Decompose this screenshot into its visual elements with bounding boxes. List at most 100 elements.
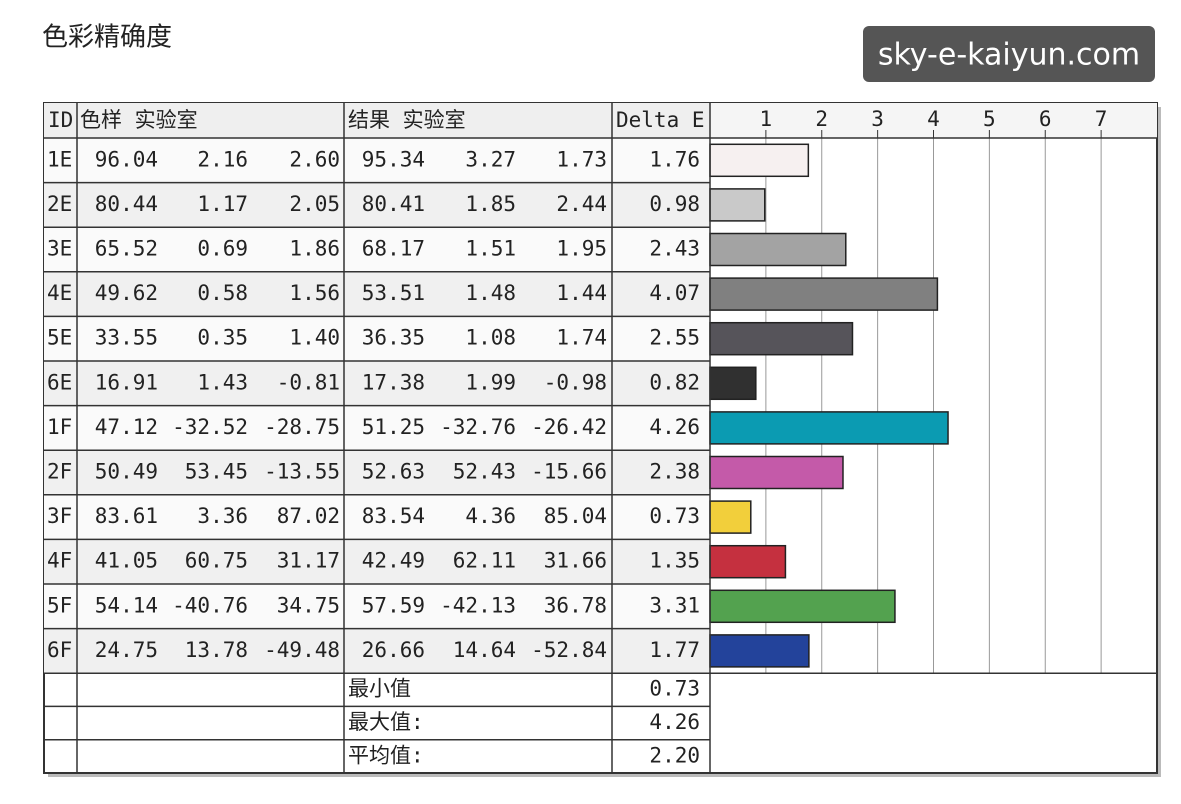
row-id: 1E xyxy=(47,147,72,171)
row-bg xyxy=(44,450,710,495)
cell: 2.44 xyxy=(556,192,607,216)
cell: 3.27 xyxy=(465,147,516,171)
cell: 50.49 xyxy=(95,460,158,484)
cell: 42.49 xyxy=(362,549,425,573)
row-id: 2E xyxy=(47,192,72,216)
summary-label: 最大值: xyxy=(348,710,424,734)
delta-e: 1.35 xyxy=(649,549,700,573)
column-header: 色样 实验室 xyxy=(80,108,198,132)
bar xyxy=(709,544,787,579)
summary-label: 平均值: xyxy=(348,744,424,768)
cell: 57.59 xyxy=(362,593,425,617)
row-bg xyxy=(44,539,710,584)
cell: -0.98 xyxy=(544,370,607,394)
cell: 1.17 xyxy=(197,192,248,216)
x-tick-label: 1 xyxy=(760,107,773,131)
cell: 2.16 xyxy=(197,147,248,171)
cell: 52.43 xyxy=(453,460,516,484)
cell: 80.44 xyxy=(95,192,158,216)
cell: 80.41 xyxy=(362,192,425,216)
cell: -32.76 xyxy=(440,415,516,439)
x-tick-label: 6 xyxy=(1039,107,1052,131)
x-tick-label: 2 xyxy=(815,107,828,131)
delta-e: 0.73 xyxy=(649,504,700,528)
cell: 87.02 xyxy=(277,504,340,528)
cell: -42.13 xyxy=(440,593,516,617)
row-bg xyxy=(44,584,710,629)
cell: 0.58 xyxy=(197,281,248,305)
cell: 1.74 xyxy=(556,326,607,350)
delta-e: 0.82 xyxy=(649,370,700,394)
bar xyxy=(709,232,847,267)
cell: -15.66 xyxy=(531,460,607,484)
row-bg xyxy=(44,494,710,540)
cell: 1.85 xyxy=(465,192,516,216)
cell: -32.52 xyxy=(172,415,248,439)
column-header: ID xyxy=(48,108,73,132)
cell: -13.55 xyxy=(264,460,340,484)
row-bg xyxy=(44,182,710,228)
cell: 41.05 xyxy=(95,549,158,573)
cell: 2.60 xyxy=(289,147,340,171)
delta-e: 0.98 xyxy=(649,192,700,216)
cell: 1.95 xyxy=(556,237,607,261)
bar xyxy=(709,500,752,534)
cell: -26.42 xyxy=(531,415,607,439)
summary-label: 最小值 xyxy=(348,677,411,701)
cell: 1.56 xyxy=(289,281,340,305)
cell: 34.75 xyxy=(277,593,340,617)
row-id: 4E xyxy=(47,281,72,305)
cell: 31.17 xyxy=(277,549,340,573)
row-id: 6E xyxy=(47,370,72,394)
row-id: 1F xyxy=(47,415,72,439)
cell: 24.75 xyxy=(95,638,158,662)
delta-e: 4.07 xyxy=(649,281,700,305)
row-id: 2F xyxy=(47,460,72,484)
x-tick-label: 7 xyxy=(1095,107,1108,131)
row-bg xyxy=(44,227,710,272)
cell: 16.91 xyxy=(95,370,158,394)
cell: 83.61 xyxy=(95,504,158,528)
bar xyxy=(709,321,854,356)
cell: 65.52 xyxy=(95,237,158,261)
cell: 0.35 xyxy=(197,326,248,350)
cell: 95.34 xyxy=(362,147,425,171)
row-bg xyxy=(44,316,710,361)
row-bg xyxy=(44,628,710,674)
bar xyxy=(709,277,939,311)
cell: -52.84 xyxy=(531,638,607,662)
cell: 85.04 xyxy=(544,504,607,528)
row-id: 5F xyxy=(47,593,72,617)
column-header: 结果 实验室 xyxy=(348,108,466,132)
cell: 36.35 xyxy=(362,326,425,350)
bar xyxy=(709,455,844,490)
cell: 1.44 xyxy=(556,281,607,305)
title: 色彩精确度 xyxy=(42,23,172,53)
delta-e: 3.31 xyxy=(649,593,700,617)
x-tick-label: 3 xyxy=(871,107,884,131)
cell: -40.76 xyxy=(172,593,248,617)
cell: 54.14 xyxy=(95,593,158,617)
row-bg xyxy=(44,405,710,451)
cell: 51.25 xyxy=(362,415,425,439)
bar xyxy=(709,366,757,401)
bar xyxy=(709,634,810,668)
bar xyxy=(709,589,896,624)
cell: 36.78 xyxy=(544,593,607,617)
row-id: 3E xyxy=(47,237,72,261)
bar xyxy=(709,143,810,178)
cell: 13.78 xyxy=(185,638,248,662)
cell: 31.66 xyxy=(544,549,607,573)
cell: 14.64 xyxy=(453,638,516,662)
cell: 1.86 xyxy=(289,237,340,261)
cell: 1.73 xyxy=(556,147,607,171)
cell: 0.69 xyxy=(197,237,248,261)
cell: 17.38 xyxy=(362,370,425,394)
cell: -49.48 xyxy=(264,638,340,662)
cell: 47.12 xyxy=(95,415,158,439)
cell: 2.05 xyxy=(289,192,340,216)
cell: 53.45 xyxy=(185,460,248,484)
row-bg xyxy=(44,138,710,183)
cell: -0.81 xyxy=(277,370,340,394)
